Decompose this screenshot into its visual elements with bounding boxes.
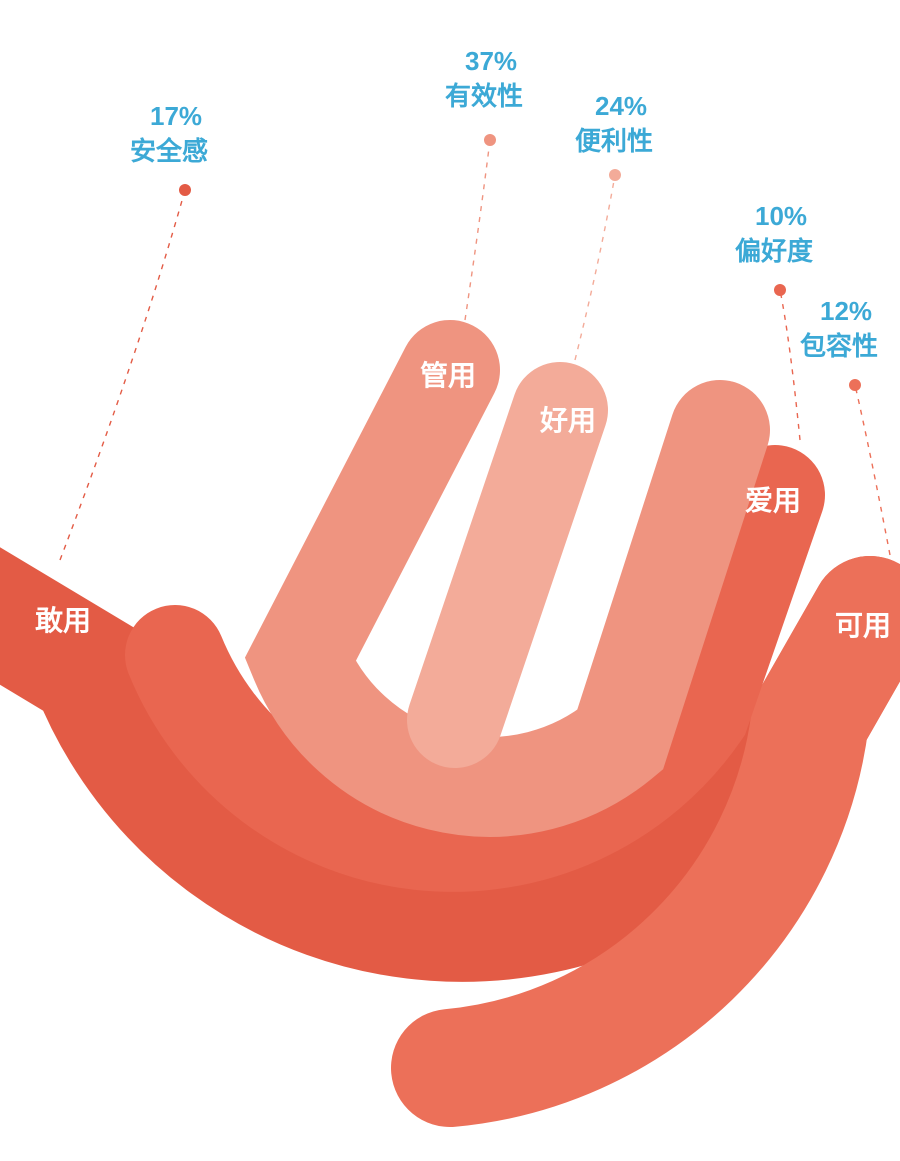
segment-middle-shape (455, 410, 560, 720)
finger-label-ring: 爱用 (745, 485, 801, 516)
pct-ring: 10% (755, 201, 807, 231)
leader-thumb (60, 190, 185, 560)
dot-index (484, 134, 496, 146)
dot-thumb (179, 184, 191, 196)
cat-thumb: 安全感 (130, 136, 208, 166)
leader-pinky (855, 385, 890, 555)
leader-index (465, 140, 490, 320)
finger-label-pinky: 可用 (835, 610, 891, 641)
hand-infographic: 敢用 管用 好用 爱用 可用 17% 安全感 37% 有效性 24% 便利性 1… (0, 0, 900, 1161)
pct-thumb: 17% (150, 101, 202, 131)
dot-middle (609, 169, 621, 181)
dot-ring (774, 284, 786, 296)
pct-middle: 24% (595, 91, 647, 121)
cat-middle: 便利性 (575, 126, 653, 156)
pct-pinky: 12% (820, 296, 872, 326)
leader-ring (780, 290, 800, 440)
dot-pinky (849, 379, 861, 391)
cat-pinky: 包容性 (800, 331, 878, 361)
finger-label-index: 管用 (420, 359, 476, 391)
pct-index: 37% (465, 46, 517, 76)
cat-index: 有效性 (445, 81, 523, 111)
finger-label-thumb: 敢用 (35, 605, 91, 636)
finger-label-middle: 好用 (539, 405, 596, 436)
leader-middle (575, 175, 615, 360)
cat-ring: 偏好度 (735, 236, 813, 266)
